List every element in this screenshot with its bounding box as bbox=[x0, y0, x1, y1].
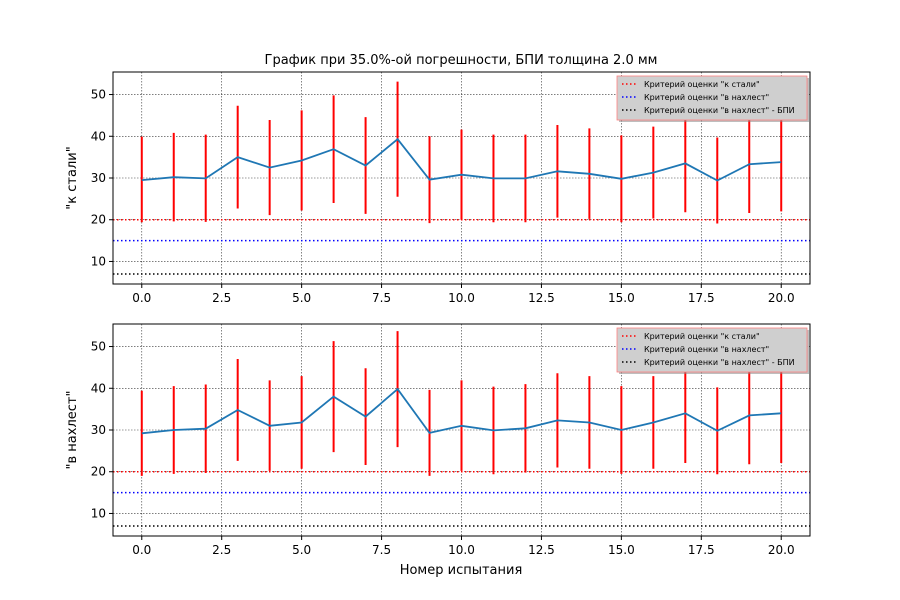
y-tick-label: 50 bbox=[91, 88, 106, 102]
x-axis-label: Номер испытания bbox=[400, 563, 523, 578]
x-tick-label: 15.0 bbox=[608, 543, 635, 557]
figure-title: График при 35.0%-ой погрешности, БПИ тол… bbox=[265, 53, 658, 68]
legend-label: Критерий оценки "в нахлест" - БПИ bbox=[644, 106, 795, 115]
x-tick-label: 10.0 bbox=[448, 543, 475, 557]
legend-label: Критерий оценки "в нахлест" - БПИ bbox=[644, 358, 795, 367]
series-line bbox=[141, 387, 782, 435]
legend-label: Критерий оценки "в нахлест" bbox=[644, 345, 769, 354]
subplot-1: 0.0 2.5 5.0 7.5 10.0 12.5 15.0 17.5 20.0 10 20 30 40… bbox=[65, 71, 811, 305]
y-tick-label: 30 bbox=[91, 423, 106, 437]
x-tick-label: 17.5 bbox=[688, 291, 715, 305]
legend-box bbox=[616, 327, 808, 373]
x-tick-label: 15.0 bbox=[608, 291, 635, 305]
x-tick-label: 10.0 bbox=[448, 291, 475, 305]
x-tick-label: 12.5 bbox=[528, 291, 555, 305]
legend: Критерий оценки "к стали" Критерий оценки… bbox=[616, 327, 809, 374]
x-tick-label: 0.0 bbox=[132, 291, 151, 305]
legend: Критерий оценки "к стали" Критерий оценки… bbox=[616, 75, 809, 122]
y-axis-label: "в нахлест" bbox=[65, 391, 80, 470]
x-tick-label: 17.5 bbox=[688, 543, 715, 557]
legend-label: Критерий оценки "в нахлест" bbox=[644, 93, 769, 102]
legend-label: Критерий оценки "к стали" bbox=[644, 332, 760, 341]
subplot-2: 0.0 2.5 5.0 7.5 10.0 12.5 15.0 17.5 20.0 10 20 30 40… bbox=[65, 323, 811, 557]
y-tick-label: 40 bbox=[91, 381, 106, 395]
x-tick-label: 7.5 bbox=[372, 291, 391, 305]
y-axis-label: "к стали" bbox=[65, 146, 80, 209]
y-tick-label: 20 bbox=[91, 465, 106, 479]
series-line bbox=[141, 137, 782, 182]
x-tick-label: 2.5 bbox=[212, 543, 231, 557]
x-tick-label: 20.0 bbox=[768, 543, 795, 557]
x-tick-label: 5.0 bbox=[292, 291, 311, 305]
y-tick-label: 10 bbox=[91, 254, 106, 268]
y-tick-label: 50 bbox=[91, 340, 106, 354]
legend-box bbox=[616, 75, 808, 121]
y-tick-label: 40 bbox=[91, 129, 106, 143]
y-tick-label: 10 bbox=[91, 506, 106, 520]
x-tick-label: 2.5 bbox=[212, 291, 231, 305]
x-tick-label: 20.0 bbox=[768, 291, 795, 305]
y-tick-label: 20 bbox=[91, 213, 106, 227]
x-tick-label: 0.0 bbox=[132, 543, 151, 557]
x-tick-label: 12.5 bbox=[528, 543, 555, 557]
legend-label: Критерий оценки "к стали" bbox=[644, 80, 760, 89]
x-tick-label: 5.0 bbox=[292, 543, 311, 557]
x-tick-label: 7.5 bbox=[372, 543, 391, 557]
y-tick-label: 30 bbox=[91, 171, 106, 185]
